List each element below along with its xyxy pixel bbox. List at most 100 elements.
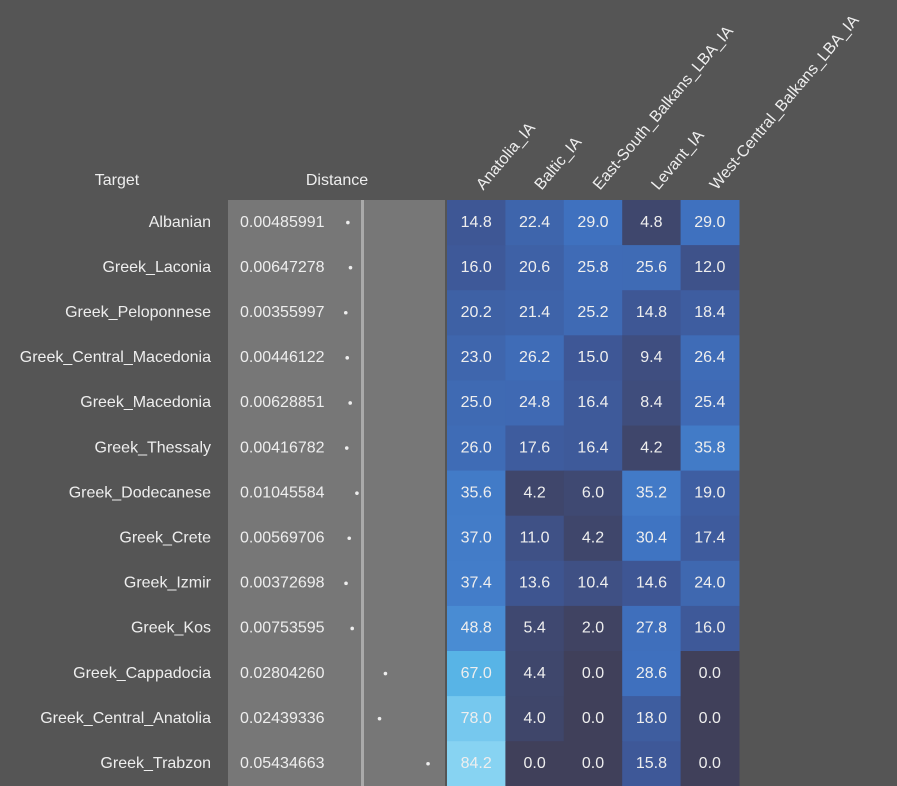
- heat-cell: [447, 200, 506, 246]
- heat-cell: [622, 741, 682, 786]
- heat-cell: [563, 335, 623, 381]
- heat-cell: [447, 425, 506, 472]
- heat-cell: [563, 425, 623, 472]
- heat-cell: [447, 696, 506, 742]
- heat-cell: [680, 605, 740, 652]
- distance-value: 0.05434663: [240, 755, 325, 772]
- heat-cell: [505, 425, 565, 472]
- cell-value: 37.4: [461, 575, 492, 592]
- heat-cell: [447, 515, 506, 562]
- cell-value: 20.2: [461, 304, 492, 321]
- heat-cell: [505, 200, 565, 246]
- heat-cell: [622, 335, 682, 381]
- cell-value: 28.6: [636, 665, 667, 682]
- distance-value: 0.00753595: [240, 620, 325, 637]
- heat-cell: [563, 741, 623, 786]
- heat-cell: [447, 245, 506, 291]
- cell-value: 0.0: [582, 665, 604, 682]
- cell-value: 25.6: [636, 259, 667, 276]
- heat-cell: [447, 741, 506, 786]
- heat-cell: [680, 741, 740, 786]
- heat-cell: [563, 560, 623, 607]
- heat-cell: [622, 290, 682, 336]
- heat-cell: [447, 651, 506, 697]
- heat-cell: [680, 245, 740, 291]
- heat-cell: [622, 425, 682, 472]
- distance-value: 0.00569706: [240, 529, 325, 546]
- cell-value: 22.4: [519, 214, 550, 231]
- heat-cell: [680, 335, 740, 381]
- cell-value: 14.6: [636, 575, 667, 592]
- cell-value: 27.8: [636, 620, 667, 637]
- cell-value: 35.2: [636, 484, 667, 501]
- cell-value: 0.0: [699, 710, 721, 727]
- heat-cell: [680, 425, 740, 472]
- heat-cell: [447, 335, 506, 381]
- distance-dot: [344, 581, 348, 586]
- heat-cell: [447, 560, 506, 607]
- cell-value: 5.4: [523, 620, 545, 637]
- cell-value: 78.0: [461, 710, 492, 727]
- heat-cell: [563, 605, 623, 652]
- cell-value: 21.4: [519, 304, 550, 321]
- cell-value: 0.0: [699, 755, 721, 772]
- heat-cell: [563, 245, 623, 291]
- heat-cell: [622, 245, 682, 291]
- cell-value: 12.0: [694, 259, 725, 276]
- distance-dot: [343, 310, 348, 315]
- distance-divider: [361, 200, 364, 786]
- heat-cell: [622, 651, 682, 697]
- row-name: Greek_Laconia: [102, 259, 211, 276]
- cell-value: 16.4: [577, 439, 608, 456]
- heat-cell: [447, 290, 506, 336]
- heat-cell: [680, 200, 740, 246]
- cell-value: 25.2: [577, 304, 608, 321]
- heat-cell: [505, 470, 565, 517]
- cell-value: 37.0: [461, 529, 492, 546]
- cell-value: 4.2: [523, 484, 545, 501]
- cell-value: 25.0: [461, 394, 492, 411]
- cell-value: 17.6: [519, 439, 550, 456]
- distance-value: 0.00416782: [240, 439, 325, 456]
- heat-cell: [505, 290, 565, 336]
- distance-value: 0.00647278: [240, 259, 325, 276]
- cell-value: 6.0: [582, 484, 604, 501]
- row-name: Greek_Central_Anatolia: [40, 710, 211, 727]
- heat-cell: [505, 696, 565, 742]
- heat-cell: [680, 515, 740, 562]
- distance-dot: [383, 671, 388, 676]
- cell-value: 0.0: [582, 710, 604, 727]
- heat-cell: [622, 560, 682, 607]
- distance-column: [228, 200, 445, 786]
- heat-cell: [505, 560, 565, 607]
- distance-dot: [348, 265, 353, 270]
- cell-value: 30.4: [636, 529, 667, 546]
- heat-cell: [563, 380, 623, 426]
- distance-value: 0.00485991: [240, 214, 325, 231]
- row-name: Greek_Dodecanese: [69, 484, 211, 501]
- heat-cell: [505, 605, 565, 652]
- heat-cell: [680, 380, 740, 426]
- cell-value: 18.0: [636, 710, 667, 727]
- heat-cell: [505, 335, 565, 381]
- heat-cell: [563, 470, 623, 517]
- distance-dot: [346, 220, 350, 225]
- cell-value: 16.0: [694, 620, 725, 637]
- distance-header: Distance: [306, 172, 368, 189]
- cell-value: 25.8: [577, 259, 608, 276]
- cell-value: 14.8: [636, 304, 667, 321]
- cell-value: 4.2: [640, 439, 662, 456]
- heat-cell: [622, 200, 682, 246]
- heat-cell: [622, 380, 682, 426]
- distance-value: 0.00446122: [240, 349, 325, 366]
- cell-value: 17.4: [694, 529, 725, 546]
- distance-value: 0.00628851: [240, 394, 325, 411]
- heat-cell: [622, 605, 682, 652]
- distance-dot: [426, 761, 430, 766]
- cell-value: 25.4: [694, 394, 725, 411]
- cell-value: 26.2: [519, 349, 550, 366]
- heat-cell: [563, 696, 623, 742]
- distance-value: 0.02439336: [240, 710, 325, 727]
- heat-cell: [563, 200, 623, 246]
- cell-value: 0.0: [699, 665, 721, 682]
